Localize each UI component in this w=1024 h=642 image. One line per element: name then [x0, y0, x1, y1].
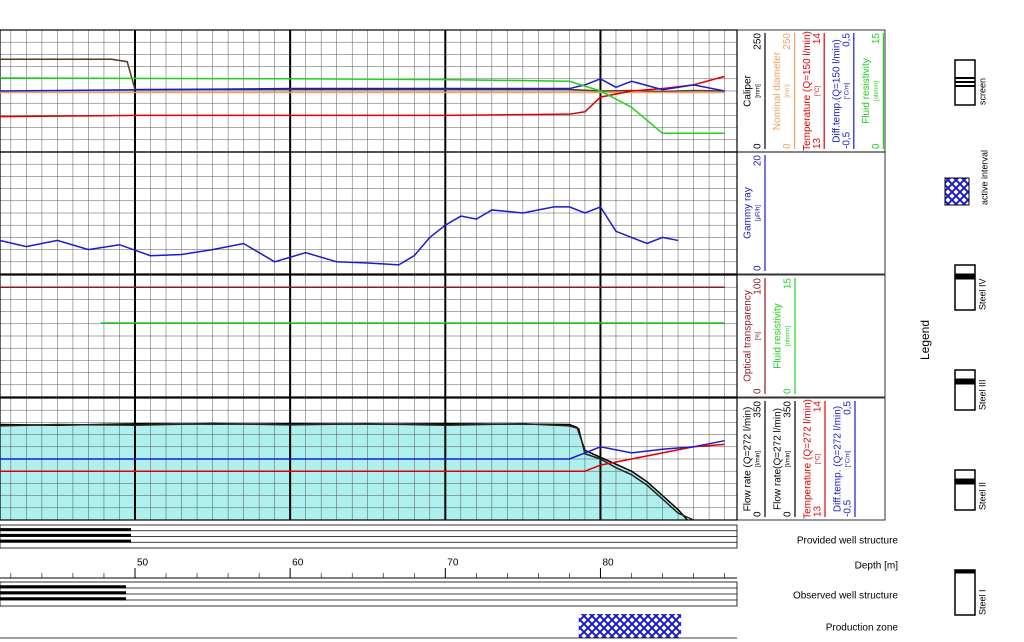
scale-name: Temperature (Q=272 l/min): [803, 399, 814, 519]
scale-name: Flow rate (Q=272 l/min): [743, 407, 754, 512]
depth-label: 50: [137, 558, 149, 569]
scale-min: 0: [753, 265, 764, 271]
curve: [0, 439, 725, 460]
curve: [0, 205, 679, 266]
curve: [0, 77, 725, 135]
scale-min: 0: [782, 143, 793, 149]
depth-label: 80: [602, 558, 614, 569]
legend-label: Steel II: [977, 482, 987, 510]
legend-label: Steel III: [977, 379, 987, 410]
legend-label: active interval: [979, 150, 989, 205]
scale-max: 250: [782, 33, 793, 50]
production-zone: [578, 614, 682, 638]
scale-max: 15: [783, 278, 794, 290]
scale-unit: [%]: [756, 331, 762, 340]
scale-min: 13: [812, 137, 823, 149]
scale-max: 350: [783, 401, 794, 418]
scale-unit: [l/min]: [786, 451, 792, 467]
scale-name: Gammy ray: [743, 187, 754, 239]
scale-max: 100: [753, 278, 764, 295]
depth-label: Depth [m]: [855, 561, 899, 572]
scale-min: -0,5: [843, 499, 854, 517]
scale-unit: [mm]: [756, 84, 762, 98]
scale-min: 0: [783, 511, 794, 517]
scale-name: Diff.temp.(Q=150 l/min): [831, 39, 842, 142]
scale-name: Temperature (Q=150 l/min): [802, 31, 813, 151]
scale-min: 0: [753, 388, 764, 394]
depth-label: 60: [292, 558, 304, 569]
depth-label: 70: [447, 558, 459, 569]
scale-unit: [ohmm]: [874, 81, 880, 101]
scale-min: -0,5: [841, 131, 852, 149]
header-frame: [736, 274, 886, 398]
scale-max: 14: [812, 33, 823, 45]
legend-title: Legend: [918, 320, 932, 360]
scale-max: 0,5: [841, 33, 852, 47]
legend-icon: [954, 369, 976, 411]
legend-label: Steel IV: [977, 278, 987, 310]
scale-unit: [l/min]: [756, 451, 762, 467]
scale-name: Caliper: [743, 74, 754, 106]
scale-unit: [°C/m]: [846, 450, 852, 467]
scale-max: 0,5: [843, 401, 854, 415]
scale-unit: [°C]: [815, 86, 821, 96]
scale-name: Fluid resistivity: [773, 303, 784, 369]
scale-max: 14: [813, 401, 824, 413]
scale-max: 250: [753, 33, 764, 50]
scale-max: 350: [753, 401, 764, 418]
scale-min: 0: [753, 143, 764, 149]
scale-min: 13: [813, 505, 824, 517]
production-label: Production zone: [826, 623, 899, 634]
scale-max: 20: [753, 155, 764, 167]
scale-name: Diff.temp. (Q=272 l/min): [833, 406, 844, 512]
curve: [0, 77, 725, 92]
legend-icon: [954, 569, 976, 616]
observed-label: Observed well structure: [793, 591, 898, 602]
scale-max: 15: [871, 33, 882, 45]
legend-icon: [954, 264, 976, 311]
scale-name: Fluid resistivity: [861, 58, 872, 124]
provided-label: Provided well structure: [797, 536, 899, 547]
curve: [0, 58, 725, 93]
legend-label: Steel I: [977, 589, 987, 615]
header-frame: [736, 397, 886, 521]
curve: [0, 75, 725, 118]
scale-unit: [°C]: [816, 454, 822, 464]
legend-label: screen: [977, 78, 987, 105]
legend-icon: [954, 469, 976, 511]
scale-name: Flow rate(Q=272 l/min): [773, 408, 784, 510]
scale-name: Optical transparency: [743, 290, 754, 382]
scale-min: 0: [783, 388, 794, 394]
scale-unit: [mm]: [785, 84, 791, 98]
scale-name: Nominal diameter: [772, 51, 783, 130]
curve: [0, 422, 694, 521]
scale-unit: [ohmm]: [786, 326, 792, 346]
header-frame: [736, 151, 886, 275]
scale-unit: [µR/h]: [756, 205, 762, 221]
scale-min: 0: [753, 511, 764, 517]
scale-unit: [°C/m]: [844, 82, 850, 99]
scale-min: 0: [871, 143, 882, 149]
legend-icon: [944, 177, 970, 206]
